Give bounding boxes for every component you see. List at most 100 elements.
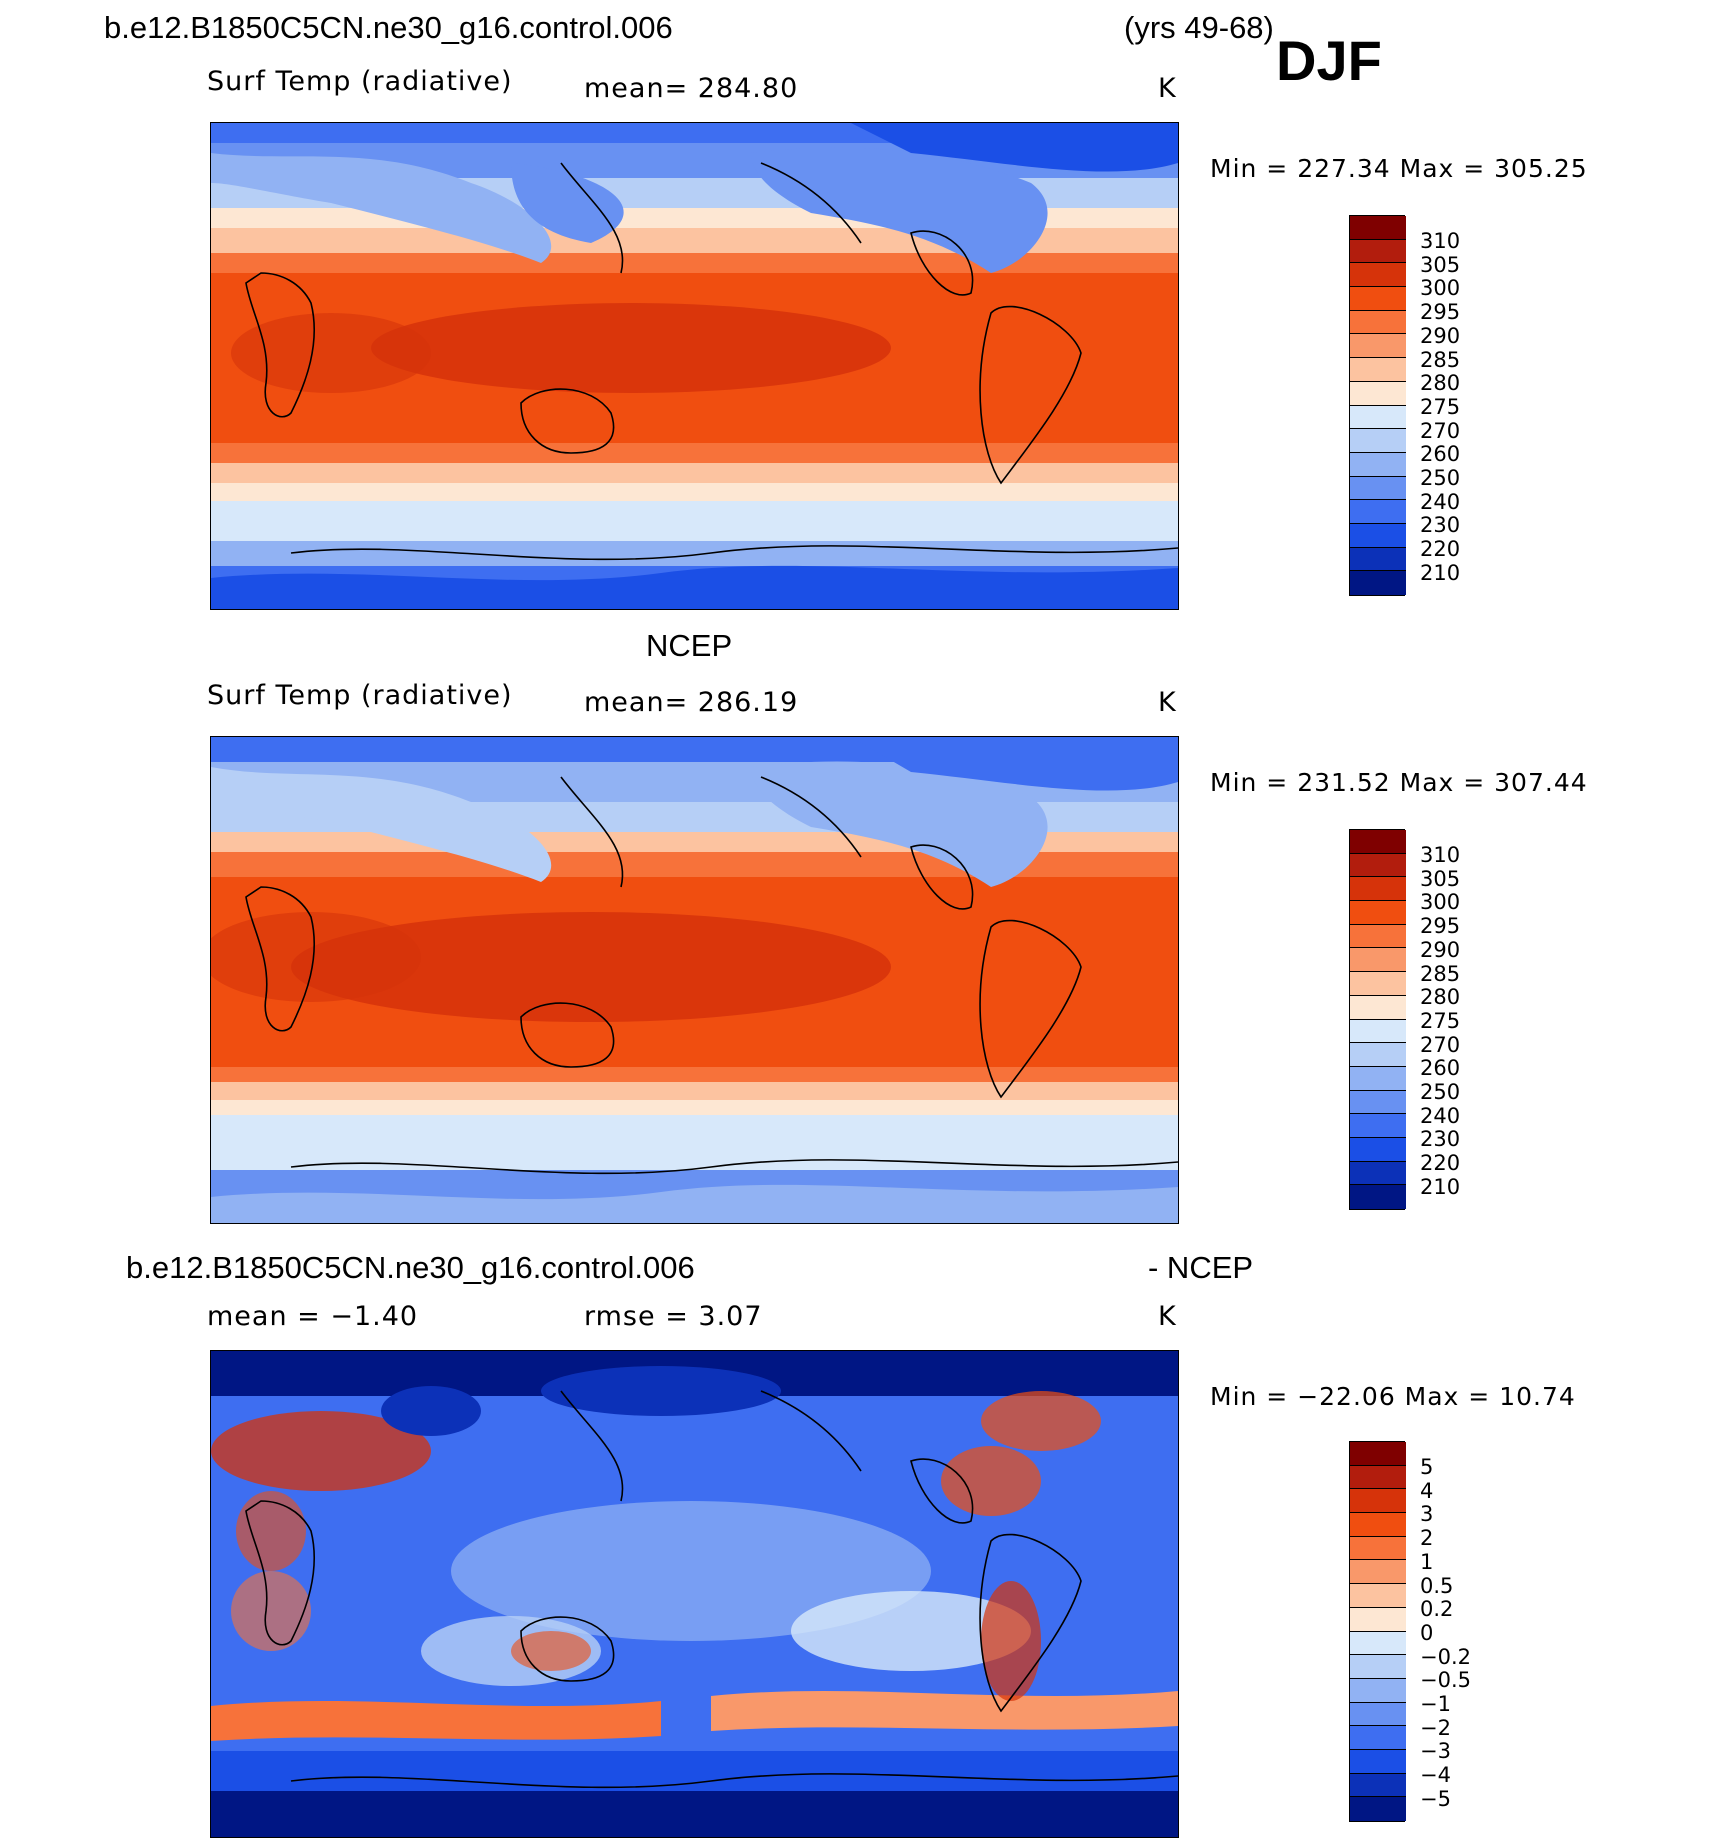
panel1-colorbar-swatch	[1350, 429, 1406, 453]
years-label: (yrs 49-68)	[1124, 10, 1274, 45]
panel2-colorbar-tick-label: 305	[1420, 866, 1461, 891]
panel2-colorbar-swatch	[1350, 1185, 1406, 1209]
panel2-colorbar-swatch	[1350, 1114, 1406, 1138]
panel1-colorbar-tick-label: 230	[1420, 513, 1461, 538]
panel3-colorbar-tick-label: −0.5	[1420, 1668, 1471, 1693]
panel3-colorbar-tick-label: 3	[1420, 1502, 1434, 1527]
panel1-colorbar-tick-label: 280	[1420, 371, 1461, 396]
panel2-colorbar-tick-label: 250	[1420, 1080, 1461, 1104]
panel1-colorbar-tick-label: 290	[1420, 323, 1461, 348]
panel2-colorbar-swatch	[1350, 1137, 1406, 1162]
panel1-colorbar-tick-label: 275	[1420, 394, 1461, 419]
panel1-colorbar-tick-label: 220	[1420, 537, 1461, 562]
panel1-colorbar-tick-label: 295	[1420, 300, 1461, 325]
panel2-colorbar-tick-label: 300	[1420, 890, 1461, 915]
panel2-colorbar-swatch	[1350, 948, 1406, 973]
panel1-minmax: Min = 227.34 Max = 305.25	[1210, 154, 1588, 183]
panel2-colorbar-tick-label: 230	[1420, 1127, 1461, 1152]
panel2-colorbar-tick-label: 240	[1420, 1103, 1461, 1128]
panel1-colorbar-swatch	[1350, 287, 1406, 311]
panel2-mean: mean= 286.19	[584, 687, 799, 718]
panel3-colorbar-tick-label: −0.2	[1420, 1644, 1471, 1669]
panel3-colorbar-tick-label: 0	[1420, 1620, 1434, 1645]
panel2-colorbar-tick-label: 285	[1420, 961, 1461, 986]
case-title: b.e12.B1850C5CN.ne30_g16.control.006	[104, 10, 673, 45]
panel1-colorbar-swatch	[1350, 547, 1406, 572]
panel1-colorbar-swatch	[1350, 358, 1406, 382]
panel1-colorbar-tick-label: 250	[1420, 466, 1461, 490]
panel1-colorbar-swatch	[1350, 381, 1406, 406]
panel1-colorbar-tick-label: 210	[1420, 560, 1461, 585]
panel1-colorbar-tick-label: 240	[1420, 489, 1461, 514]
panel3-colorbar-tick-label: −5	[1420, 1786, 1451, 1811]
panel2-variable: Surf Temp (radiative)	[207, 680, 513, 711]
panel2-colorbar-swatch	[1350, 995, 1406, 1020]
panel1-colorbar-swatch	[1350, 476, 1406, 501]
panel2-colorbar	[1349, 829, 1406, 1210]
panel3-colorbar-swatch	[1350, 1655, 1406, 1679]
panel1-colorbar-swatch	[1350, 263, 1406, 288]
panel1-colorbar-swatch	[1350, 405, 1406, 430]
panel3-colorbar-tick-label: 5	[1420, 1455, 1434, 1479]
panel3-colorbar-swatch	[1350, 1678, 1406, 1703]
panel3-colorbar	[1349, 1441, 1406, 1822]
panel3-colorbar-tick-label: 4	[1420, 1478, 1434, 1503]
panel3-colorbar-tick-label: −4	[1420, 1763, 1451, 1788]
panel3-colorbar-swatch	[1350, 1536, 1406, 1561]
panel1-mean: mean= 284.80	[584, 73, 799, 104]
panel2-units: K	[1158, 687, 1177, 718]
panel1-colorbar-swatch	[1350, 452, 1406, 477]
panel3-colorbar-swatch	[1350, 1631, 1406, 1656]
panel3-colorbar-tick-label: 2	[1420, 1526, 1434, 1551]
panel2-colorbar-tick-label: 280	[1420, 985, 1461, 1010]
panel3-colorbar-tick-label: −1	[1420, 1692, 1451, 1716]
panel3-colorbar-swatch	[1350, 1773, 1406, 1798]
panel3-colorbar-swatch	[1350, 1465, 1406, 1490]
panel1-colorbar	[1349, 215, 1406, 596]
panel3-colorbar-swatch	[1350, 1749, 1406, 1774]
panel2-colorbar-swatch	[1350, 1066, 1406, 1091]
panel1-colorbar-swatch	[1350, 523, 1406, 548]
panel1-colorbar-tick-label: 310	[1420, 229, 1461, 253]
panel3-minmax: Min = −22.06 Max = 10.74	[1210, 1382, 1576, 1411]
panel3-colorbar-tick-label: 0.5	[1420, 1573, 1454, 1598]
panel3-title-right: - NCEP	[1148, 1250, 1254, 1285]
panel2-colorbar-swatch	[1350, 1043, 1406, 1067]
panel1-colorbar-swatch	[1350, 334, 1406, 359]
panel3-colorbar-tick-label: −2	[1420, 1715, 1451, 1740]
panel2-colorbar-tick-label: 310	[1420, 843, 1461, 867]
panel3-colorbar-tick-label: 1	[1420, 1549, 1434, 1574]
panel2-colorbar-tick-label: 210	[1420, 1174, 1461, 1199]
panel2-colorbar-swatch	[1350, 1019, 1406, 1044]
panel2-colorbar-swatch	[1350, 853, 1406, 878]
season-label: DJF	[1276, 29, 1382, 92]
panel2-colorbar-tick-label: 270	[1420, 1032, 1461, 1057]
panel3-colorbar-tick-label: −3	[1420, 1739, 1451, 1764]
panel3-rmse: rmse = 3.07	[584, 1301, 763, 1332]
panel2-colorbar-tick-label: 260	[1420, 1056, 1461, 1081]
panel2-minmax: Min = 231.52 Max = 307.44	[1210, 768, 1588, 797]
panel3-colorbar-tick-label: 0.2	[1420, 1597, 1454, 1622]
panel2-colorbar-swatch	[1350, 877, 1406, 902]
panel2-colorbar-tick-label: 275	[1420, 1008, 1461, 1033]
panel2-colorbar-tick-label: 295	[1420, 914, 1461, 939]
panel3-colorbar-swatch	[1350, 1560, 1406, 1585]
panel2-colorbar-swatch	[1350, 1161, 1406, 1186]
panel2-colorbar-swatch	[1350, 972, 1406, 996]
panel1-colorbar-swatch	[1350, 216, 1406, 240]
panel1-colorbar-tick-label: 260	[1420, 442, 1461, 467]
panel3-title: b.e12.B1850C5CN.ne30_g16.control.006	[126, 1250, 695, 1285]
panel2-colorbar-tick-label: 290	[1420, 937, 1461, 962]
panel1-variable: Surf Temp (radiative)	[207, 66, 513, 97]
panel3-colorbar-swatch	[1350, 1726, 1406, 1750]
panel3-colorbar-swatch	[1350, 1489, 1406, 1514]
panel3-colorbar-swatch	[1350, 1442, 1406, 1466]
panel3-colorbar-swatch	[1350, 1797, 1406, 1821]
panel3-colorbar-swatch	[1350, 1607, 1406, 1632]
panel1-colorbar-swatch	[1350, 239, 1406, 264]
panel3-colorbar-swatch	[1350, 1513, 1406, 1537]
panel2-colorbar-swatch	[1350, 901, 1406, 925]
panel1-colorbar-swatch	[1350, 500, 1406, 524]
panel1-map	[210, 122, 1179, 610]
panel2-map	[210, 736, 1179, 1224]
